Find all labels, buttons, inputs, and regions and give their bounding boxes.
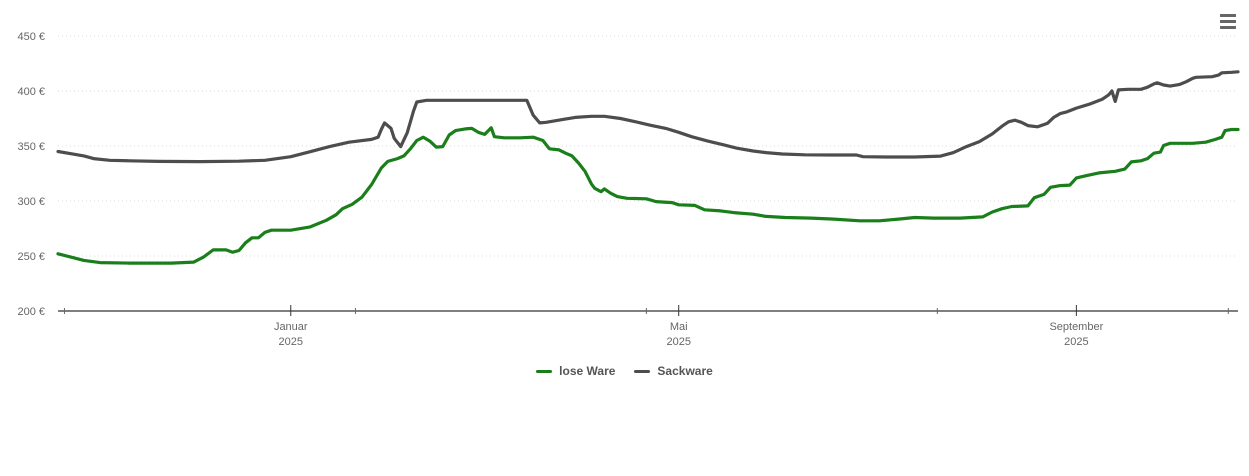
- series-line-sackware: [56, 70, 1240, 164]
- x-axis-label: Januar: [274, 321, 308, 333]
- legend-item-lose-ware[interactable]: lose Ware: [536, 364, 615, 378]
- hamburger-bar: [1220, 14, 1236, 17]
- hamburger-bar: [1220, 20, 1236, 23]
- legend-label: lose Ware: [559, 364, 616, 378]
- x-axis-label: September: [1049, 321, 1103, 333]
- y-axis-label: 450 €: [17, 31, 45, 43]
- legend-marker-sackware-icon: [634, 369, 651, 373]
- legend: lose Ware Sackware: [0, 364, 1249, 378]
- y-axis-label: 350 €: [17, 141, 45, 153]
- legend-item-sackware[interactable]: Sackware: [634, 364, 713, 378]
- y-axis-label: 300 €: [17, 196, 45, 208]
- legend-label: Sackware: [657, 364, 713, 378]
- legend-marker-lose-ware-icon: [536, 369, 553, 373]
- hamburger-menu-icon[interactable]: [1220, 13, 1237, 30]
- y-axis-label: 200 €: [17, 306, 45, 318]
- x-axis-sublabel: 2025: [1064, 336, 1088, 348]
- y-axis-label: 250 €: [17, 251, 45, 263]
- x-axis-label: Mai: [670, 321, 688, 333]
- y-axis-label: 400 €: [17, 86, 45, 98]
- series-line-lose-ware: [56, 126, 1240, 265]
- hamburger-bar: [1220, 26, 1236, 29]
- x-axis-sublabel: 2025: [666, 336, 690, 348]
- x-axis-sublabel: 2025: [279, 336, 303, 348]
